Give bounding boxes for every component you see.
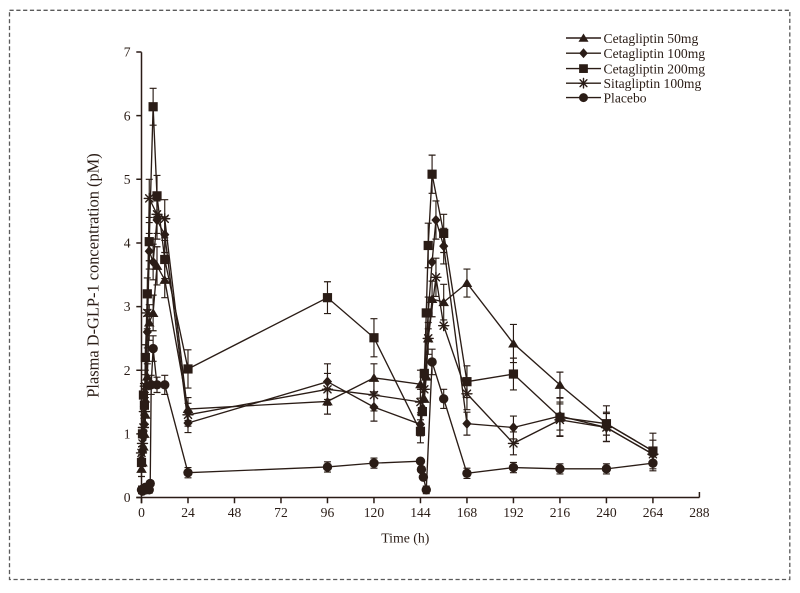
svg-text:264: 264 — [643, 505, 664, 520]
svg-text:7: 7 — [124, 45, 131, 60]
svg-text:Placebo: Placebo — [604, 90, 647, 105]
svg-text:6: 6 — [124, 108, 131, 123]
svg-text:192: 192 — [503, 505, 524, 520]
svg-text:288: 288 — [689, 505, 710, 520]
svg-text:4: 4 — [124, 236, 131, 251]
svg-text:24: 24 — [181, 505, 195, 520]
svg-text:0: 0 — [124, 490, 131, 505]
svg-text:Time (h): Time (h) — [381, 531, 429, 547]
svg-text:Cetagliptin 200mg: Cetagliptin 200mg — [604, 61, 706, 76]
svg-text:216: 216 — [550, 505, 571, 520]
svg-text:0: 0 — [138, 505, 145, 520]
svg-text:96: 96 — [321, 505, 335, 520]
svg-text:168: 168 — [457, 505, 478, 520]
svg-text:1: 1 — [124, 426, 131, 441]
svg-text:2: 2 — [124, 363, 131, 378]
svg-text:3: 3 — [124, 299, 131, 314]
svg-text:48: 48 — [228, 505, 242, 520]
svg-text:240: 240 — [596, 505, 617, 520]
svg-text:Sitagliptin 100mg: Sitagliptin 100mg — [604, 76, 702, 91]
svg-text:72: 72 — [274, 505, 288, 520]
svg-text:Cetagliptin 50mg: Cetagliptin 50mg — [604, 31, 699, 46]
svg-text:Plasma D-GLP-1 concentration (: Plasma D-GLP-1 concentration (pM) — [84, 153, 103, 397]
svg-text:5: 5 — [124, 172, 131, 187]
svg-text:Cetagliptin 100mg: Cetagliptin 100mg — [604, 46, 706, 61]
svg-text:144: 144 — [410, 505, 431, 520]
svg-text:120: 120 — [364, 505, 385, 520]
